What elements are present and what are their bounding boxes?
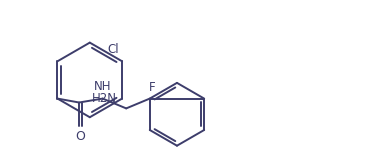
Text: F: F <box>148 81 155 94</box>
Text: O: O <box>75 130 85 143</box>
Text: Cl: Cl <box>108 43 119 56</box>
Text: NH: NH <box>94 80 111 93</box>
Text: H2N: H2N <box>92 92 117 105</box>
